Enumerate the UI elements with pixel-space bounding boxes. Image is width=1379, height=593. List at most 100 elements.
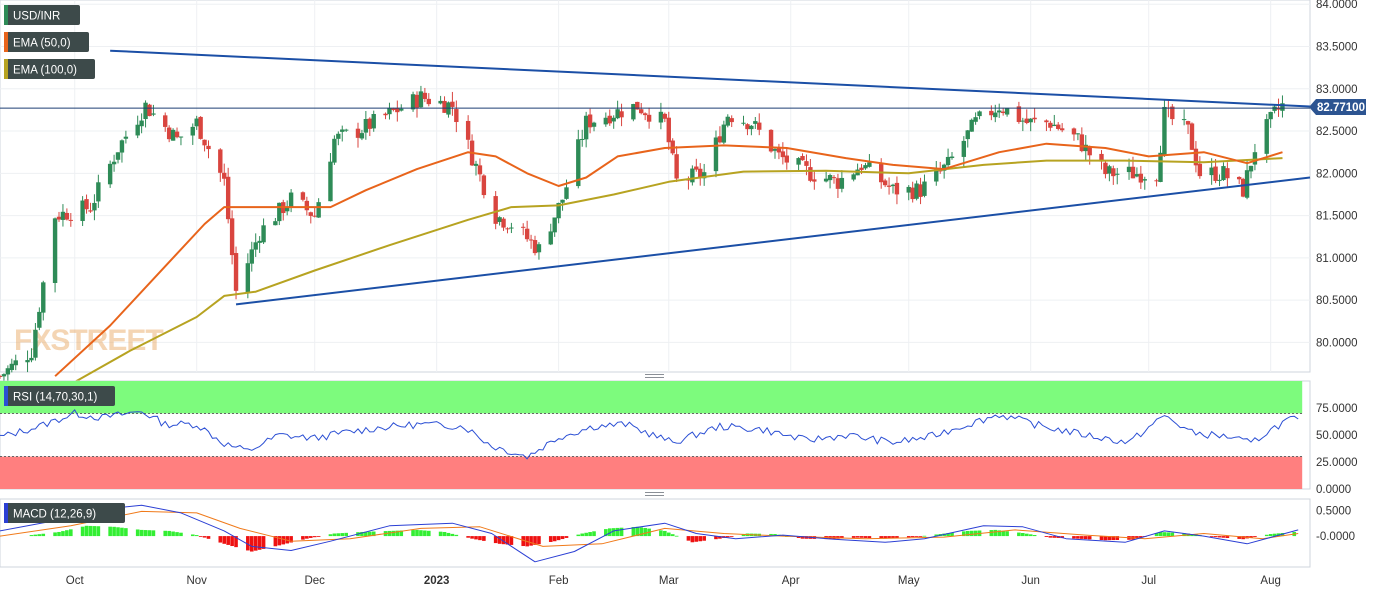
candle-body <box>941 164 947 171</box>
candle-body <box>1213 166 1218 181</box>
candle-body <box>143 102 148 120</box>
macd-histogram-bar <box>198 536 203 537</box>
candle-body <box>639 109 644 114</box>
candle-body <box>918 184 923 197</box>
macd-histogram-bar <box>474 536 478 540</box>
candle-body <box>52 218 58 283</box>
macd-histogram-bar <box>253 536 258 551</box>
candle-body <box>646 114 652 122</box>
ema50-legend-swatch <box>4 32 8 52</box>
macd-histogram-bar <box>426 530 431 537</box>
candle-body <box>1044 120 1049 123</box>
price-y-tick-label: 84.0000 <box>1316 0 1358 11</box>
candle-body <box>107 163 113 185</box>
macd-histogram-bar <box>969 530 974 537</box>
candle-body <box>1000 111 1006 114</box>
macd-histogram-bar <box>863 536 868 538</box>
macd-histogram-bar <box>1158 531 1163 537</box>
macd-histogram-bar <box>1253 536 1257 537</box>
candle-body <box>882 180 888 186</box>
symbol-legend[interactable]: USD/INR <box>4 5 80 25</box>
candle-body <box>1280 103 1285 111</box>
candle-body <box>1221 166 1226 181</box>
macd-histogram-bar <box>946 533 950 537</box>
candle-body <box>1130 166 1136 179</box>
macd-y-tick-label: 0.5000 <box>1316 505 1351 517</box>
macd-histogram-bar <box>922 535 927 537</box>
macd-histogram-bar <box>1264 534 1269 537</box>
macd-resize-handle[interactable] <box>645 492 664 496</box>
macd-histogram-bar <box>391 530 396 537</box>
candle-body <box>1272 106 1277 111</box>
candle-body <box>147 104 152 117</box>
macd-histogram-bar <box>478 536 482 541</box>
macd-histogram-bar <box>883 536 887 539</box>
macd-histogram-bar <box>61 531 65 537</box>
candle-body <box>80 200 85 221</box>
candle-body <box>123 136 129 139</box>
macd-histogram-bar <box>615 527 620 537</box>
macd-histogram-bar <box>702 536 706 541</box>
candle-body <box>635 101 640 110</box>
macd-histogram-bar <box>120 527 124 537</box>
macd-histogram-bar <box>1083 536 1088 540</box>
candle-body <box>229 218 235 256</box>
macd-histogram-bar <box>411 530 415 537</box>
candle-body <box>1244 170 1250 198</box>
rsi-y-tick-label: 0.0000 <box>1316 484 1351 496</box>
candle-body <box>284 206 290 212</box>
candle-body <box>1252 152 1258 165</box>
macd-histogram-bar <box>277 536 282 546</box>
candle-body <box>206 145 211 150</box>
candle-body <box>1024 118 1029 124</box>
candle-body <box>477 165 483 175</box>
macd-histogram-bar <box>466 536 470 538</box>
ema50-legend[interactable]: EMA (50,0) <box>4 32 89 52</box>
candle-body <box>25 360 30 363</box>
candle-body <box>1225 168 1230 179</box>
ema100-legend[interactable]: EMA (100,0) <box>4 59 95 79</box>
candle-body <box>253 242 258 250</box>
rsi-resize-handle[interactable] <box>645 374 664 378</box>
macd-histogram-bar <box>33 534 38 537</box>
candle-body <box>863 165 868 169</box>
macd-histogram-bar <box>725 536 730 538</box>
rsi-legend[interactable]: RSI (14,70,30,1) <box>4 386 115 406</box>
candle-body <box>906 186 911 193</box>
candle-body <box>359 133 365 139</box>
candle-body <box>222 172 227 179</box>
macd-histogram-bar <box>29 535 34 537</box>
candle-body <box>410 94 416 110</box>
macd-histogram-bar <box>218 536 223 543</box>
x-tick-label: Jun <box>1021 575 1040 587</box>
macd-histogram-bar <box>261 536 266 549</box>
candle-body <box>151 113 156 115</box>
candle-body <box>312 215 317 217</box>
macd-histogram-bar <box>371 531 376 537</box>
candle-body <box>1020 120 1026 122</box>
macd-legend[interactable]: MACD (12,26,9) <box>4 503 125 523</box>
candle-body <box>426 98 431 105</box>
candle-body <box>273 221 278 226</box>
macd-histogram-bar <box>328 534 333 537</box>
macd-histogram-bar <box>1170 532 1175 537</box>
macd-histogram-bar <box>344 532 348 537</box>
candle-body <box>414 94 420 108</box>
macd-histogram-bar <box>336 533 341 537</box>
ema-50-line <box>54 142 1283 377</box>
macd-histogram-bar <box>1190 534 1194 537</box>
candle-body <box>587 114 593 128</box>
candle-body <box>316 202 321 218</box>
candle-body <box>1138 173 1144 183</box>
candle-body <box>198 116 203 139</box>
candle-body <box>780 151 786 158</box>
candle-body <box>934 169 939 182</box>
candle-body <box>564 187 569 199</box>
candle-body <box>580 138 585 140</box>
price-y-tick-label: 81.0000 <box>1316 253 1358 265</box>
candle-body <box>308 212 313 216</box>
candle-body <box>249 249 254 264</box>
symbol-legend-bg <box>4 5 80 25</box>
rsi-overbought-zone <box>0 381 1303 414</box>
rsi-line <box>0 408 1299 460</box>
